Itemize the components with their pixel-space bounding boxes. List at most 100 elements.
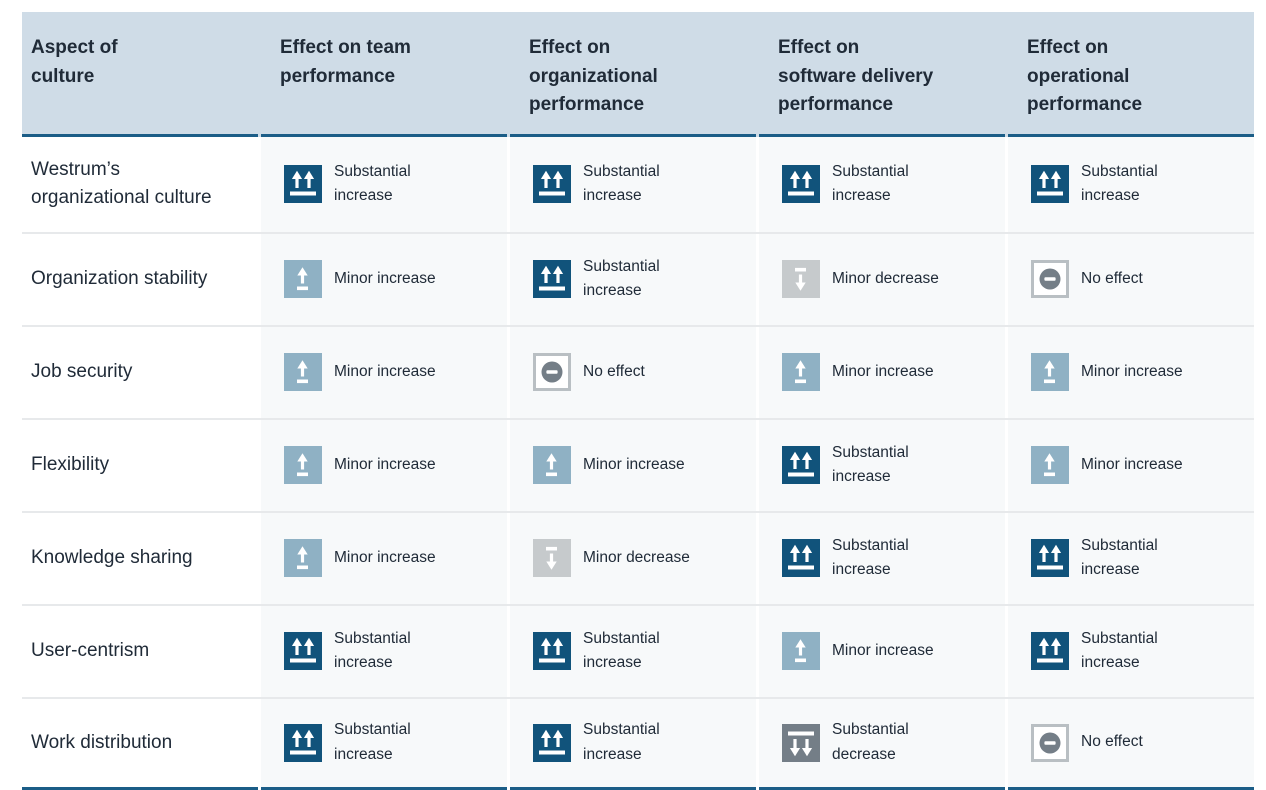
no-effect-icon xyxy=(533,353,571,391)
effect-cell-operational-performance: No effect xyxy=(1008,698,1254,790)
minor-increase-icon xyxy=(284,446,322,484)
minor-increase-icon xyxy=(284,353,322,391)
substantial-increase-icon xyxy=(533,723,571,762)
effect-label: Substantial increase xyxy=(1081,536,1158,578)
substantial-increase-icon xyxy=(284,165,322,203)
effect-label: Minor increase xyxy=(832,362,934,380)
effect-cell-organizational-performance: Minor increase xyxy=(510,419,756,511)
substantial-increase-icon xyxy=(782,165,820,203)
table-header-row: Aspect of culture Effect on team perform… xyxy=(22,12,1254,137)
effect-label: Substantial increase xyxy=(583,721,660,763)
minor-increase-icon xyxy=(533,446,571,484)
effect-label: Minor increase xyxy=(832,641,934,659)
effect-cell-operational-performance: Substantial increase xyxy=(1008,605,1254,697)
effect-cell-organizational-performance: No effect xyxy=(510,326,756,418)
minor-increase-icon xyxy=(1031,353,1069,391)
column-header-software-delivery-performance: Effect on software delivery performance xyxy=(759,12,1005,137)
no-effect-icon xyxy=(1031,723,1069,762)
effect-label: Substantial increase xyxy=(832,162,909,204)
effect-cell-operational-performance: No effect xyxy=(1008,233,1254,325)
effect-label: No effect xyxy=(583,362,645,380)
table-row: User-centrism Substantial increase Subst… xyxy=(22,603,1254,697)
effect-label: Substantial increase xyxy=(1081,629,1158,671)
effect-cell-software-delivery-performance: Substantial increase xyxy=(759,419,1005,511)
table-row: Knowledge sharing Minor increase Minor d… xyxy=(22,510,1254,604)
table-body: Westrum’s organizational culture Substan… xyxy=(22,136,1254,790)
table-row: Westrum’s organizational culture Substan… xyxy=(22,136,1254,232)
effect-label: Minor increase xyxy=(334,548,436,566)
effect-label: Substantial increase xyxy=(583,162,660,204)
effect-label: Minor decrease xyxy=(832,269,939,287)
table-row: Flexibility Minor increase Minor increas… xyxy=(22,417,1254,511)
effect-cell-organizational-performance: Minor decrease xyxy=(510,512,756,604)
substantial-increase-icon xyxy=(284,632,322,670)
effect-label: Minor increase xyxy=(334,269,436,287)
minor-increase-icon xyxy=(782,353,820,391)
substantial-increase-icon xyxy=(533,165,571,203)
effect-cell-team-performance: Substantial increase xyxy=(261,698,507,790)
substantial-decrease-icon xyxy=(782,723,820,762)
effect-label: Substantial increase xyxy=(334,721,411,763)
substantial-increase-icon xyxy=(1031,539,1069,577)
effect-cell-operational-performance: Substantial increase xyxy=(1008,512,1254,604)
effect-cell-software-delivery-performance: Substantial increase xyxy=(759,136,1005,232)
effect-cell-team-performance: Minor increase xyxy=(261,419,507,511)
substantial-increase-icon xyxy=(533,632,571,670)
effect-cell-team-performance: Minor increase xyxy=(261,326,507,418)
substantial-increase-icon xyxy=(533,260,571,298)
aspect-cell: Job security xyxy=(22,326,258,418)
minor-increase-icon xyxy=(284,260,322,298)
effect-label: Substantial increase xyxy=(832,443,909,485)
minor-decrease-icon xyxy=(782,260,820,298)
effect-label: Minor increase xyxy=(334,455,436,473)
effect-label: No effect xyxy=(1081,733,1143,751)
effect-label: Substantial increase xyxy=(583,629,660,671)
aspect-cell: User-centrism xyxy=(22,605,258,697)
effect-cell-organizational-performance: Substantial increase xyxy=(510,233,756,325)
effect-cell-organizational-performance: Substantial increase xyxy=(510,605,756,697)
aspect-cell: Knowledge sharing xyxy=(22,512,258,604)
row-label: Job security xyxy=(31,361,133,383)
effect-cell-software-delivery-performance: Minor increase xyxy=(759,326,1005,418)
effect-cell-operational-performance: Minor increase xyxy=(1008,419,1254,511)
effect-cell-software-delivery-performance: Minor decrease xyxy=(759,233,1005,325)
effect-cell-team-performance: Minor increase xyxy=(261,512,507,604)
aspect-cell: Work distribution xyxy=(22,698,258,790)
effect-cell-organizational-performance: Substantial increase xyxy=(510,136,756,232)
effect-label: Minor increase xyxy=(1081,455,1183,473)
effect-cell-organizational-performance: Substantial increase xyxy=(510,698,756,790)
minor-increase-icon xyxy=(782,632,820,670)
effect-label: Substantial increase xyxy=(334,629,411,671)
effect-label: Substantial increase xyxy=(832,536,909,578)
table-row: Work distribution Substantial increase S… xyxy=(22,696,1254,790)
effect-cell-operational-performance: Substantial increase xyxy=(1008,136,1254,232)
effect-label: Minor increase xyxy=(1081,362,1183,380)
row-label: Knowledge sharing xyxy=(31,547,193,569)
minor-decrease-icon xyxy=(533,539,571,577)
effect-label: Minor decrease xyxy=(583,548,690,566)
table-row: Job security Minor increase No effect Mi… xyxy=(22,324,1254,418)
effect-label: No effect xyxy=(1081,269,1143,287)
substantial-increase-icon xyxy=(284,723,322,762)
aspect-cell: Westrum’s organizational culture xyxy=(22,136,258,232)
effect-cell-software-delivery-performance: Substantial increase xyxy=(759,512,1005,604)
effect-label: Minor increase xyxy=(334,362,436,380)
substantial-increase-icon xyxy=(1031,632,1069,670)
column-header-aspect-of-culture: Aspect of culture xyxy=(22,12,258,137)
effect-cell-software-delivery-performance: Substantial decrease xyxy=(759,698,1005,790)
aspect-cell: Flexibility xyxy=(22,419,258,511)
row-label: Westrum’s organizational culture xyxy=(31,159,212,208)
aspect-cell: Organization stability xyxy=(22,233,258,325)
substantial-increase-icon xyxy=(782,539,820,577)
row-label: Organization stability xyxy=(31,268,208,290)
substantial-increase-icon xyxy=(1031,165,1069,203)
row-label: Work distribution xyxy=(31,731,173,753)
effect-cell-team-performance: Minor increase xyxy=(261,233,507,325)
row-label: User-centrism xyxy=(31,640,150,662)
effect-cell-team-performance: Substantial increase xyxy=(261,136,507,232)
effect-label: Substantial increase xyxy=(1081,162,1158,204)
effect-label: Substantial increase xyxy=(583,257,660,299)
column-header-team-performance: Effect on team performance xyxy=(261,12,507,137)
effect-label: Minor increase xyxy=(583,455,685,473)
row-label: Flexibility xyxy=(31,454,110,476)
